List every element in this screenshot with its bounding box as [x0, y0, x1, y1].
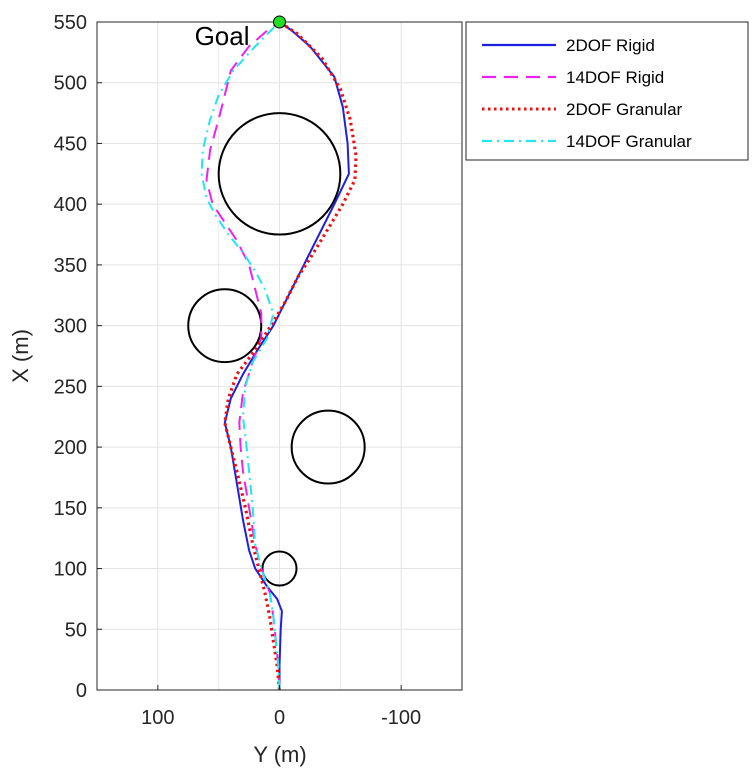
y-tick-label-7: 350: [54, 255, 87, 277]
grid: [97, 21, 462, 691]
y-tick-label-9: 450: [54, 133, 87, 155]
y-axis-label: X (m): [8, 329, 33, 383]
obstacle-circle-1: [187, 288, 263, 364]
x-tick-label-0: 100: [141, 707, 174, 729]
x-tick-label-2: -100: [381, 707, 421, 729]
legend-label-0: 2DOF Rigid: [566, 36, 655, 55]
y-tick-label-5: 250: [54, 376, 87, 398]
x-tick-label-1: 0: [274, 707, 285, 729]
obstacle-circle-3: [261, 550, 298, 587]
legend-label-3: 14DOF Granular: [566, 132, 692, 151]
legend: 2DOF Rigid 14DOF Rigid 2DOF Granular 14D…: [465, 21, 749, 161]
annotations: Goal: [195, 15, 286, 51]
y-tick-label-1: 50: [65, 619, 87, 641]
legend-label-2: 2DOF Granular: [566, 100, 683, 119]
y-tick-label-8: 400: [54, 194, 87, 216]
series-line-3: [200, 21, 281, 691]
series-line-0: [223, 21, 350, 690]
obstacle-circle-0: [217, 112, 342, 236]
series-lines: [200, 20, 358, 691]
y-tick-label-4: 200: [54, 437, 87, 459]
y-tick-label-3: 150: [54, 498, 87, 520]
ticks: 100 0 -100 0 50 100 150 200 250 300 350 400 450 500 55…: [54, 12, 422, 729]
y-tick-label-10: 500: [54, 73, 87, 95]
goal-marker: [273, 15, 286, 29]
y-tick-label-2: 100: [54, 559, 87, 581]
x-axis-label: Y (m): [253, 742, 306, 767]
legend-label-1: 14DOF Rigid: [566, 68, 664, 87]
goal-label: Goal: [195, 21, 250, 51]
y-tick-label-11: 550: [54, 12, 87, 34]
y-tick-label-0: 0: [76, 680, 87, 702]
y-tick-label-6: 300: [54, 316, 87, 338]
obstacle-circle-2: [290, 409, 366, 485]
obstacles: [187, 112, 366, 587]
